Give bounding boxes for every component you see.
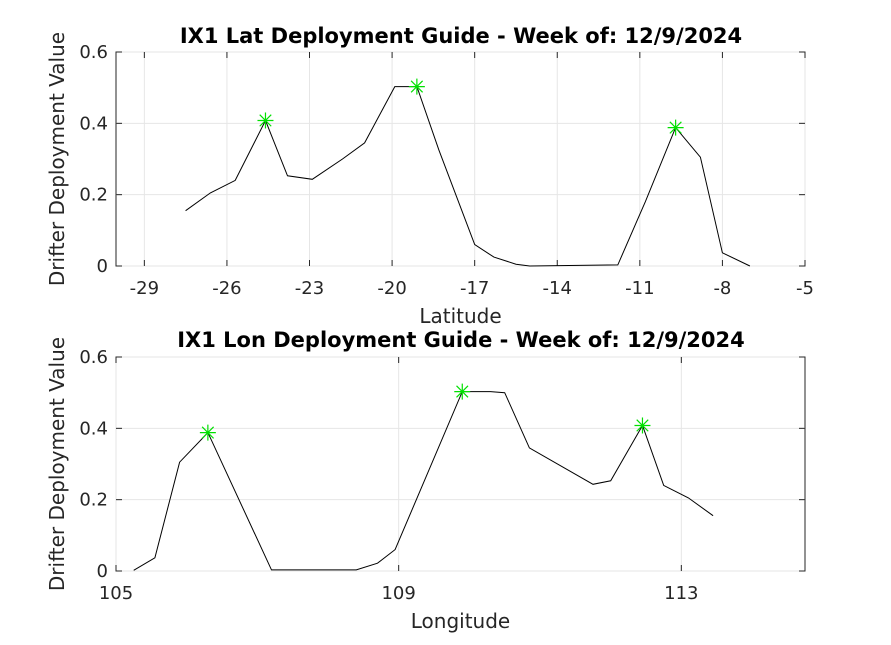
y-axis-label: Drifter Deployment Value	[45, 32, 69, 286]
y-tick-label: 0.6	[79, 42, 108, 63]
x-tick-label: -11	[625, 278, 654, 299]
y-tick-label: 0.6	[79, 347, 108, 368]
peak-markers	[199, 383, 651, 441]
x-tick-label: -29	[130, 278, 159, 299]
chart-title: IX1 Lon Deployment Guide - Week of: 12/9…	[177, 328, 745, 352]
x-axis-label: Latitude	[419, 304, 501, 328]
y-tick-labels: 0 0.2 0.4 0.6	[79, 347, 108, 582]
y-tick-label: 0.4	[79, 113, 108, 134]
y-tick-label: 0	[97, 256, 108, 277]
x-tick-labels: 105 109 113	[99, 583, 699, 604]
peak-marker	[408, 78, 425, 95]
chart-title: IX1 Lat Deployment Guide - Week of: 12/9…	[180, 24, 742, 48]
series-line	[185, 86, 751, 267]
x-tick-label: -17	[460, 278, 489, 299]
peak-marker	[199, 424, 216, 441]
peak-marker	[667, 119, 684, 136]
peak-markers	[257, 78, 684, 136]
y-tick-label: 0	[97, 561, 108, 582]
longitude-chart: IX1 Lon Deployment Guide - Week of: 12/9…	[45, 328, 806, 633]
x-tick-label: -26	[212, 278, 241, 299]
x-tick-label: -23	[295, 278, 324, 299]
x-tick-label: -8	[713, 278, 731, 299]
y-tick-labels: 0 0.2 0.4 0.6	[79, 42, 108, 277]
peak-marker	[634, 417, 651, 434]
y-tick-label: 0.4	[79, 418, 108, 439]
x-tick-label: 105	[99, 583, 133, 604]
tick-marks	[115, 356, 805, 572]
peak-marker	[454, 383, 471, 400]
grid	[116, 51, 806, 267]
tick-marks	[116, 51, 806, 267]
peak-marker	[257, 112, 274, 129]
y-tick-label: 0.2	[79, 490, 108, 511]
x-tick-label: -20	[377, 278, 406, 299]
x-tick-label: -14	[543, 278, 572, 299]
latitude-chart: IX1 Lat Deployment Guide - Week of: 12/9…	[45, 24, 814, 328]
x-tick-labels: -29 -26 -23 -20 -17 -14 -11 -8 -5	[130, 278, 814, 299]
y-tick-label: 0.2	[79, 185, 108, 206]
x-axis-label: Longitude	[411, 609, 510, 633]
x-tick-label: -5	[796, 278, 814, 299]
y-axis-label: Drifter Deployment Value	[45, 337, 69, 591]
plot-area	[115, 51, 806, 267]
x-tick-label: 113	[664, 583, 698, 604]
x-tick-label: 109	[381, 583, 415, 604]
